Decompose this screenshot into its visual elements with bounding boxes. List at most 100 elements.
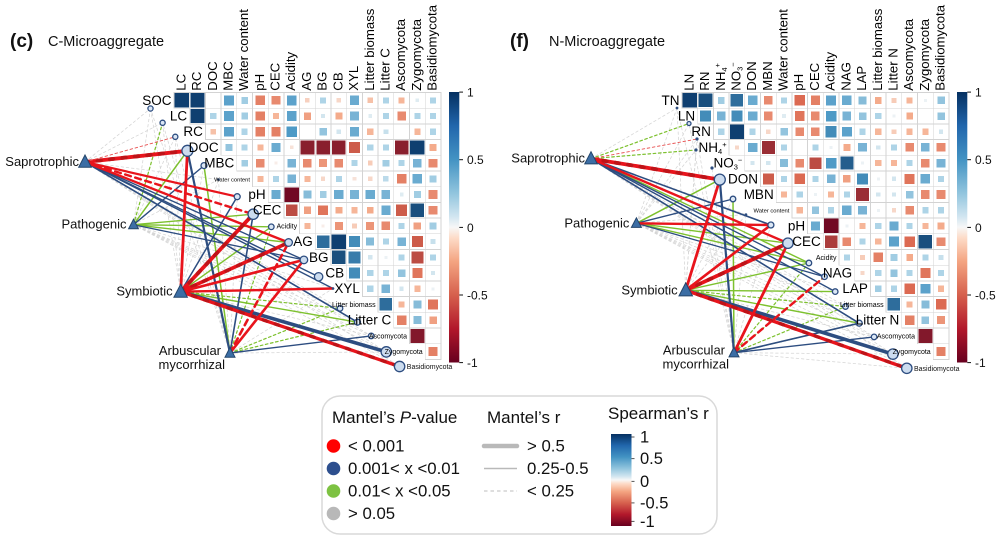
- svg-text:RN: RN: [697, 72, 712, 91]
- svg-text:BG: BG: [315, 72, 330, 91]
- svg-text:-0.5: -0.5: [640, 494, 668, 512]
- svg-text:AG: AG: [299, 72, 314, 91]
- svg-text:LAP: LAP: [842, 281, 868, 296]
- svg-text:N-Microaggregate: N-Microaggregate: [549, 34, 665, 50]
- svg-text:-0.5: -0.5: [467, 289, 488, 303]
- svg-text:Basidiomycota: Basidiomycota: [914, 366, 960, 373]
- svg-text:Acidity: Acidity: [283, 51, 298, 90]
- svg-text:CB: CB: [325, 266, 344, 281]
- svg-text:Acidity: Acidity: [816, 255, 837, 262]
- svg-text:DON: DON: [728, 171, 758, 186]
- svg-text:-1: -1: [640, 513, 655, 531]
- svg-text:Litter C: Litter C: [377, 48, 392, 91]
- svg-text:CEC: CEC: [792, 234, 821, 249]
- svg-text:Mantel’s r: Mantel’s r: [487, 408, 561, 427]
- svg-text:Symbiotic: Symbiotic: [621, 282, 678, 297]
- svg-text:> 0.05: > 0.05: [348, 504, 395, 523]
- svg-text:NAG: NAG: [823, 266, 852, 281]
- svg-text:-1: -1: [467, 356, 478, 370]
- svg-text:TN: TN: [662, 93, 680, 108]
- svg-text:Litter biomass: Litter biomass: [362, 8, 377, 90]
- svg-text:< 0.25: < 0.25: [527, 482, 574, 501]
- svg-text:SOC: SOC: [142, 93, 172, 108]
- svg-text:> 0.5: > 0.5: [527, 437, 565, 456]
- svg-text:CEC: CEC: [268, 62, 283, 90]
- svg-text:LC: LC: [170, 109, 188, 124]
- svg-text:XYL: XYL: [346, 66, 361, 91]
- svg-text:1: 1: [975, 86, 982, 100]
- svg-text:Water content: Water content: [214, 177, 250, 183]
- svg-text:DON: DON: [744, 61, 759, 90]
- svg-text:0: 0: [467, 221, 474, 235]
- svg-text:Basidiomycota: Basidiomycota: [407, 364, 453, 371]
- svg-text:Mantel’s P-value: Mantel’s P-value: [332, 408, 457, 427]
- svg-text:DOC: DOC: [205, 61, 220, 91]
- svg-text:BG: BG: [309, 250, 329, 265]
- svg-text:MBC: MBC: [204, 156, 234, 171]
- svg-text:pH: pH: [248, 187, 265, 202]
- svg-text:0.01< x <0.05: 0.01< x <0.05: [348, 482, 451, 501]
- svg-text:Symbiotic: Symbiotic: [116, 284, 173, 299]
- svg-text:Water content: Water content: [754, 209, 790, 215]
- svg-text:Ascomycota: Ascomycota: [901, 18, 916, 90]
- svg-text:-1: -1: [975, 356, 986, 370]
- svg-text:Basidiomycota: Basidiomycota: [425, 4, 440, 90]
- svg-text:Arbuscular: Arbuscular: [159, 343, 222, 358]
- svg-text:CEC: CEC: [807, 62, 822, 90]
- svg-text:Pathogenic: Pathogenic: [61, 217, 127, 232]
- svg-text:0.5: 0.5: [467, 153, 484, 167]
- svg-text:Litter N: Litter N: [886, 48, 901, 91]
- svg-text:Water content: Water content: [776, 9, 791, 91]
- svg-text:0: 0: [640, 473, 649, 491]
- svg-text:pH: pH: [252, 74, 267, 91]
- svg-text:Litter biomass: Litter biomass: [332, 302, 376, 309]
- svg-text:(c): (c): [10, 31, 33, 52]
- svg-text:Zygomycota: Zygomycota: [409, 18, 424, 90]
- svg-text:(f): (f): [510, 31, 529, 52]
- svg-text:RN: RN: [691, 124, 711, 139]
- svg-text:< 0.001: < 0.001: [348, 437, 404, 456]
- svg-text:XYL: XYL: [334, 281, 360, 296]
- svg-text:NAG: NAG: [838, 62, 853, 91]
- svg-text:Litter biomass: Litter biomass: [870, 8, 885, 90]
- svg-text:0: 0: [975, 221, 982, 235]
- svg-text:Pathogenic: Pathogenic: [564, 215, 630, 230]
- svg-text:C-Microaggregate: C-Microaggregate: [48, 34, 164, 50]
- svg-text:mycorrhizal: mycorrhizal: [159, 357, 226, 372]
- svg-text:0.5: 0.5: [640, 450, 663, 468]
- svg-text:LC: LC: [173, 73, 188, 90]
- svg-text:-0.5: -0.5: [975, 289, 996, 303]
- svg-text:DOC: DOC: [189, 140, 219, 155]
- svg-text:Litter biomass: Litter biomass: [840, 302, 884, 309]
- svg-text:CEC: CEC: [253, 203, 282, 218]
- svg-text:Ascomycota: Ascomycota: [877, 333, 915, 340]
- svg-text:RC: RC: [183, 124, 203, 139]
- svg-text:Spearman’s r: Spearman’s r: [608, 404, 709, 423]
- svg-text:Acidity: Acidity: [823, 51, 838, 90]
- svg-text:MBN: MBN: [744, 187, 774, 202]
- svg-text:RC: RC: [189, 71, 204, 91]
- svg-text:Saprotrophic: Saprotrophic: [511, 151, 585, 166]
- svg-text:mycorrhizal: mycorrhizal: [663, 357, 730, 372]
- svg-text:0.25-0.5: 0.25-0.5: [527, 459, 589, 478]
- svg-text:Zygomycota: Zygomycota: [893, 349, 931, 356]
- svg-text:Saprotrophic: Saprotrophic: [5, 154, 79, 169]
- svg-text:MBN: MBN: [760, 61, 775, 90]
- svg-text:Water content: Water content: [236, 9, 251, 91]
- svg-text:Acidity: Acidity: [276, 223, 297, 230]
- svg-text:Litter C: Litter C: [348, 313, 392, 328]
- svg-text:Zygomycota: Zygomycota: [385, 349, 423, 356]
- svg-text:pH: pH: [788, 218, 805, 233]
- svg-text:Zygomycota: Zygomycota: [917, 18, 932, 90]
- svg-text:1: 1: [467, 86, 474, 100]
- svg-text:0.001< x <0.01: 0.001< x <0.01: [348, 459, 460, 478]
- svg-text:CB: CB: [330, 72, 345, 91]
- svg-text:LN: LN: [681, 74, 696, 91]
- svg-text:Arbuscular: Arbuscular: [663, 343, 726, 358]
- svg-text:AG: AG: [293, 234, 313, 249]
- svg-text:LAP: LAP: [854, 66, 869, 91]
- svg-text:pH: pH: [791, 74, 806, 91]
- svg-text:MBC: MBC: [220, 61, 235, 91]
- svg-text:0.5: 0.5: [975, 153, 992, 167]
- svg-text:Litter N: Litter N: [856, 313, 900, 328]
